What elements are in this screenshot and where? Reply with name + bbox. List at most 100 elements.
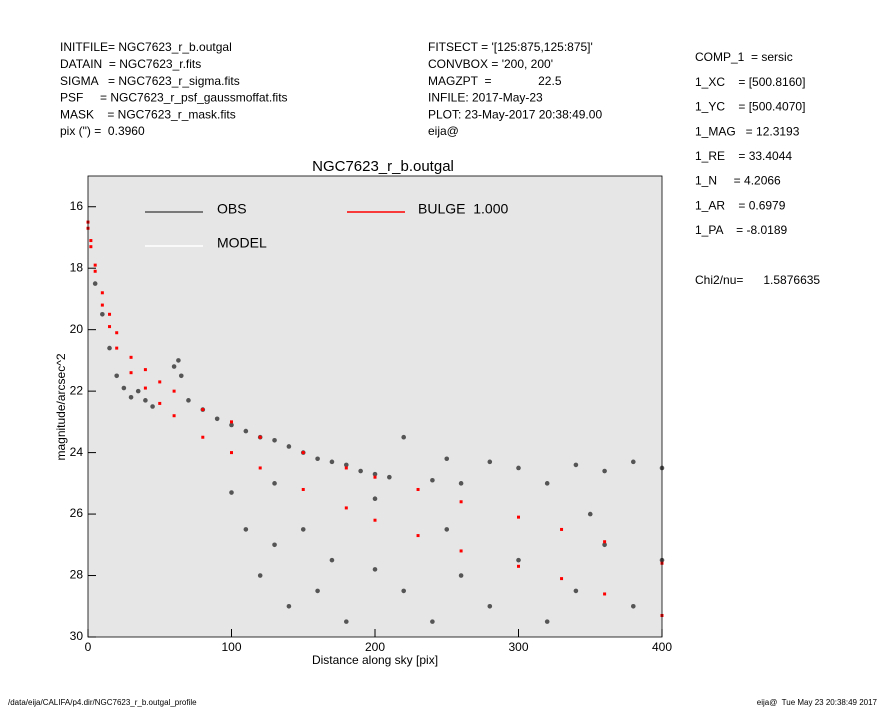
model-point	[258, 435, 262, 439]
model-point	[143, 368, 147, 372]
data-point	[150, 404, 155, 409]
model-point	[201, 435, 205, 439]
footer-stamp: eija@ Tue May 23 20:38:49 2017	[757, 698, 878, 707]
model-point	[89, 239, 93, 243]
model-point	[373, 518, 377, 522]
y-tick-label: 16	[70, 199, 84, 213]
header-left-line: INITFILE= NGC7623_r_b.outgal	[60, 40, 232, 54]
header-left-line: pix (") = 0.3960	[60, 124, 145, 138]
data-point	[430, 619, 435, 624]
header-middle-line: INFILE: 2017-May-23	[428, 91, 543, 105]
data-point	[444, 527, 450, 532]
y-axis-label: magnitude/arcsec^2	[54, 353, 68, 460]
x-tick-label: 100	[221, 640, 241, 654]
data-point	[329, 557, 335, 563]
y-tick-label: 18	[70, 260, 84, 274]
data-point	[178, 373, 184, 379]
chi2: Chi2/nu= 1.5876635	[695, 273, 820, 287]
header-right-line: 1_N = 4.2066	[695, 174, 781, 188]
model-point	[560, 577, 564, 581]
data-point	[135, 388, 141, 394]
model-point	[416, 534, 420, 538]
model-point	[301, 451, 305, 455]
y-tick-label: 20	[70, 322, 84, 336]
data-point	[92, 281, 98, 286]
data-point	[544, 481, 550, 486]
header-right-line: COMP_1 = sersic	[695, 50, 793, 64]
data-point	[128, 394, 134, 400]
data-point	[573, 588, 579, 594]
model-point	[459, 549, 463, 553]
data-point	[229, 490, 234, 495]
model-point	[108, 325, 112, 329]
header-left-line: SIGMA = NGC7623_r_sigma.fits	[60, 74, 240, 88]
header-middle-line: eija@	[428, 124, 459, 138]
model-point	[301, 487, 305, 491]
model-point	[115, 331, 119, 335]
model-point	[344, 506, 348, 510]
data-point	[487, 459, 493, 465]
data-point	[516, 465, 521, 471]
data-point	[243, 428, 249, 434]
header-right-line: 1_MAG = 12.3193	[695, 124, 800, 138]
model-point	[129, 355, 133, 359]
y-tick-label: 30	[70, 629, 84, 643]
data-point	[487, 603, 493, 609]
model-point	[603, 540, 607, 544]
x-tick-label: 200	[365, 640, 385, 654]
data-point	[121, 385, 127, 391]
y-tick-label: 22	[70, 383, 84, 397]
header-right-line: 1_AR = 0.6979	[695, 198, 786, 212]
data-point	[243, 527, 249, 532]
model-point	[100, 303, 104, 307]
header-right-line: 1_RE = 33.4044	[695, 149, 792, 163]
y-tick-label: 28	[70, 568, 84, 582]
data-point	[176, 358, 181, 363]
legend-label: MODEL	[217, 235, 267, 251]
data-point	[329, 459, 335, 465]
data-point	[344, 462, 349, 468]
data-point	[186, 398, 191, 403]
plot-area	[88, 176, 662, 637]
data-point	[214, 416, 220, 422]
data-point	[430, 477, 435, 483]
model-point	[459, 500, 463, 504]
header-middle-line: MAGZPT = 22.5	[428, 74, 562, 88]
model-point	[129, 371, 133, 375]
model-point	[143, 386, 147, 390]
data-point	[300, 527, 306, 532]
header-right-line: 1_PA = -8.0189	[695, 223, 788, 237]
data-point	[272, 481, 277, 486]
model-point	[603, 592, 607, 596]
model-point	[172, 414, 176, 418]
data-point	[143, 398, 148, 403]
header-middle-line: PLOT: 23-May-2017 20:38:49.00	[428, 107, 602, 121]
model-point	[115, 346, 119, 350]
header-right-line: 1_XC = [500.8160]	[695, 75, 805, 89]
data-point	[516, 557, 521, 563]
data-point	[171, 364, 177, 369]
header-middle-line: FITSECT = '[125:875,125:875]'	[428, 40, 593, 54]
legend-label: BULGE 1.000	[418, 201, 508, 217]
model-point	[560, 527, 564, 531]
x-tick-label: 0	[85, 640, 92, 654]
model-point	[373, 475, 377, 479]
footer-path: /data/eija/CALIFA/p4.dir/NGC7623_r_b.out…	[8, 698, 197, 707]
x-axis-label: Distance along sky [pix]	[312, 653, 438, 667]
model-point	[201, 408, 205, 412]
header-middle-line: CONVBOX = '200, 200'	[428, 57, 553, 71]
data-point	[401, 588, 407, 594]
model-point	[416, 487, 420, 491]
data-point	[587, 511, 593, 517]
data-point	[372, 496, 378, 502]
data-point	[315, 588, 320, 594]
data-point	[573, 462, 579, 468]
model-point	[158, 401, 162, 405]
header-left-line: PSF = NGC7623_r_psf_gaussmoffat.fits	[60, 91, 288, 105]
data-point	[401, 434, 407, 440]
data-point	[372, 471, 378, 477]
data-point	[631, 603, 636, 609]
model-point	[100, 291, 104, 295]
model-point	[344, 466, 348, 470]
